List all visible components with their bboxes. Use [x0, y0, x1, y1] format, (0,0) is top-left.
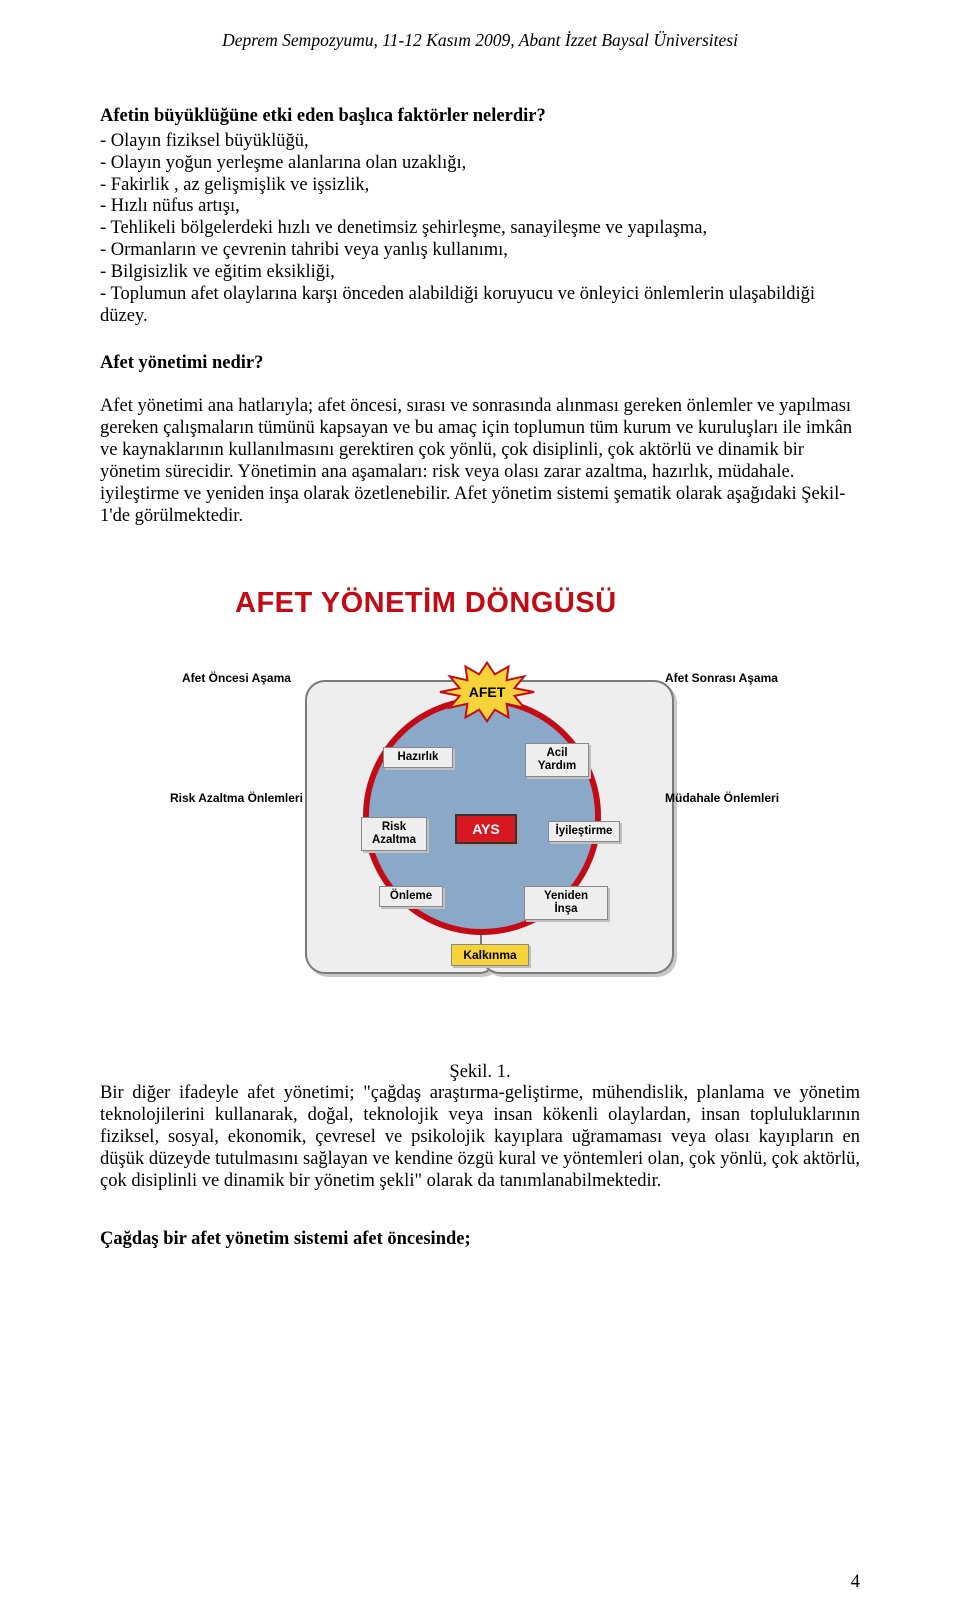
node-risk-azaltma: Risk Azaltma — [361, 817, 427, 850]
page-header: Deprem Sempozyumu, 11-12 Kasım 2009, Aba… — [100, 30, 860, 51]
bullet-item: - Olayın yoğun yerleşme alanlarına olan … — [100, 153, 860, 175]
label-afet-oncesi: Afet Öncesi Aşama — [182, 672, 291, 685]
label-afet-sonrasi: Afet Sonrası Aşama — [665, 672, 778, 685]
node-kalkinma: Kalkınma — [451, 944, 529, 966]
node-onleme: Önleme — [379, 886, 443, 907]
diagram-body: Afet Öncesi Aşama Afet Sonrası Aşama Ris… — [170, 662, 790, 1012]
burst-afet-label: AFET — [438, 660, 536, 724]
bullet-item: - Toplumun afet olaylarına karşı önceden… — [100, 284, 860, 328]
diagram-title: AFET YÖNETİM DÖNGÜSÜ — [235, 587, 790, 620]
bullet-item: - Fakirlik , az gelişmişlik ve işsizlik, — [100, 175, 860, 197]
paragraph-definition: Afet yönetimi ana hatlarıyla; afet önces… — [100, 396, 860, 527]
diagram-container: AFET YÖNETİM DÖNGÜSÜ Afet Öncesi Aşama A… — [170, 587, 790, 1012]
label-risk-azaltma: Risk Azaltma Önlemleri — [170, 792, 303, 805]
node-acil-yardim: Acil Yardım — [525, 743, 589, 776]
bullet-item: - Bilgisizlik ve eğitim eksikliği, — [100, 262, 860, 284]
node-hazirlik: Hazırlık — [383, 747, 453, 768]
label-mudahale: Müdahale Önlemleri — [665, 792, 779, 805]
bullet-item: - Tehlikeli bölgelerdeki hızlı ve deneti… — [100, 218, 860, 240]
bullet-item: - Hızlı nüfus artışı, — [100, 196, 860, 218]
figure-caption: Şekil. 1. — [100, 1062, 860, 1083]
heading-factors: Afetin büyüklüğüne etki eden başlıca fak… — [100, 106, 860, 127]
heading-afet-yonetimi: Afet yönetimi nedir? — [100, 353, 860, 374]
bullet-item: - Ormanların ve çevrenin tahribi veya ya… — [100, 240, 860, 262]
node-ays: AYS — [455, 814, 517, 844]
paragraph-definition-2: Bir diğer ifadeyle afet yönetimi; "çağda… — [100, 1083, 860, 1192]
page-number: 4 — [851, 1572, 860, 1593]
heading-cagdas: Çağdaş bir afet yönetim sistemi afet önc… — [100, 1229, 860, 1250]
bullet-item: - Olayın fiziksel büyüklüğü, — [100, 131, 860, 153]
node-iyilestirme: İyileştirme — [548, 821, 620, 842]
burst-afet: AFET — [438, 660, 536, 724]
node-yeniden-insa: Yeniden İnşa — [524, 886, 608, 919]
